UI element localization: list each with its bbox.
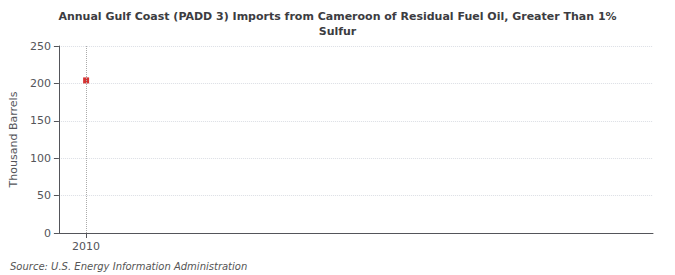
svg-text:2010: 2010	[72, 240, 100, 253]
svg-text:Annual Gulf Coast (PADD 3) Imp: Annual Gulf Coast (PADD 3) Imports from …	[58, 10, 616, 23]
svg-text:Source: U.S. Energy Informatio: Source: U.S. Energy Information Administ…	[10, 261, 247, 272]
svg-text:200: 200	[30, 77, 51, 90]
svg-text:0: 0	[44, 227, 51, 240]
svg-text:Thousand Barrels: Thousand Barrels	[7, 91, 20, 188]
svg-text:250: 250	[30, 40, 51, 53]
svg-text:150: 150	[30, 114, 51, 127]
svg-text:100: 100	[30, 152, 51, 165]
svg-text:50: 50	[37, 189, 51, 202]
svg-text:Sulfur: Sulfur	[319, 25, 357, 38]
